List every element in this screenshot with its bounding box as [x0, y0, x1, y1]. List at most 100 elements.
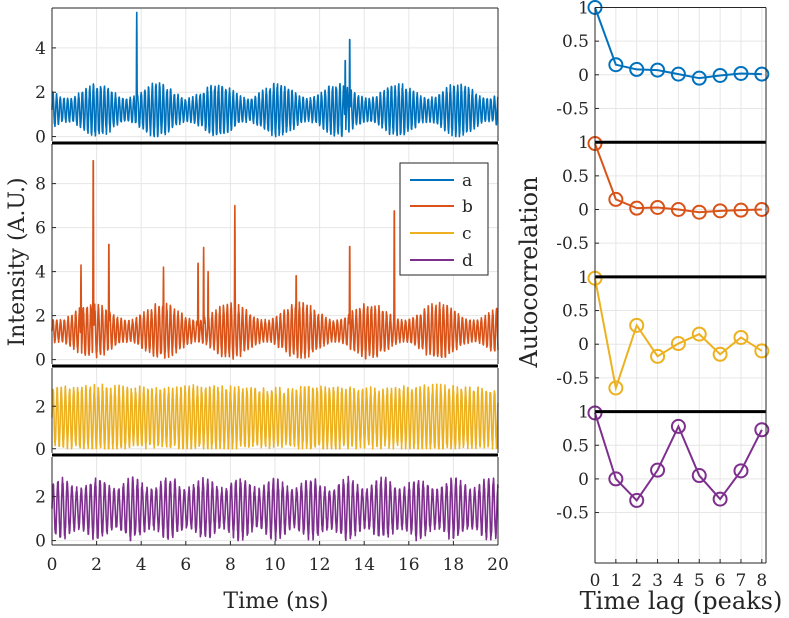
- left-ytick-label-d-1: 2: [35, 488, 46, 508]
- acf-point-b-4: [670, 202, 686, 217]
- left-xtick-label-2: 4: [136, 555, 147, 575]
- right-axes: [594, 7, 767, 564]
- right-xtick-label-3: 3: [652, 571, 663, 591]
- right-ylabel: Autocorrelation: [515, 176, 543, 368]
- right-xtick-label-8: 8: [756, 571, 767, 591]
- legend-label-b: b: [462, 197, 473, 217]
- acf-point-d-3: [650, 462, 666, 478]
- right-xtick-label-5: 5: [694, 571, 705, 591]
- acf-point-a-7: [733, 65, 749, 81]
- right-ytick-label-b-0: 1: [578, 133, 589, 153]
- trace-c: [51, 383, 499, 450]
- acf-point-d-5: [691, 468, 707, 484]
- right-ytick-label-d-1: 0.5: [562, 436, 589, 456]
- right-ytick-label-b-1: 0.5: [562, 167, 589, 187]
- acf-line-d: [594, 412, 763, 503]
- right-xtick-label-7: 7: [736, 571, 747, 591]
- left-xtick-label-6: 12: [309, 555, 331, 575]
- left-ytick-label-c-1: 2: [35, 397, 46, 417]
- acf-point-a-6: [712, 67, 728, 83]
- legend: a b c d: [399, 162, 489, 276]
- left-xtick-label-5: 10: [264, 555, 286, 575]
- left-ytick-label-a-2: 4: [35, 39, 46, 59]
- acf-point-a-5: [691, 70, 707, 86]
- right-ytick-label-c-2: 0: [578, 335, 589, 355]
- right-ytick-label-a-0: 1: [578, 0, 589, 19]
- acf-point-d-1: [608, 471, 624, 487]
- right-xlabel: Time lag (peaks): [580, 587, 783, 615]
- acf-point-d-2: [629, 492, 645, 508]
- right-ytick-label-d-3: -0.5: [556, 504, 589, 524]
- acf-point-c-2: [629, 317, 645, 333]
- left-ytick-label-a-0: 0: [35, 128, 46, 148]
- right-ticks: 10.50-0.510.50-0.510.50-0.510.50-0.50 1 2 3…: [556, 0, 767, 591]
- left-grid: [51, 8, 499, 545]
- acf-point-b-6: [712, 203, 728, 219]
- acf-point-c-1: [608, 380, 624, 396]
- acf-point-a-8: [754, 66, 770, 82]
- acf-point-a-4: [670, 66, 686, 82]
- legend-label-c: c: [462, 224, 472, 244]
- acf-point-c-8: [754, 343, 770, 359]
- left-xtick-label-0: 0: [47, 555, 58, 575]
- right-xtick-label-2: 2: [631, 571, 642, 591]
- left-xtick-label-3: 6: [180, 555, 191, 575]
- left-xtick-label-9: 18: [443, 555, 465, 575]
- legend-label-a: a: [462, 171, 472, 191]
- left-axes: [51, 7, 499, 546]
- acf-point-a-1: [608, 57, 624, 73]
- left-xtick-label-7: 14: [353, 555, 375, 575]
- acf-point-b-3: [650, 199, 666, 215]
- right-ytick-label-c-1: 0.5: [562, 302, 589, 322]
- left-traces: [51, 11, 499, 542]
- left-ylabel: Intensity (A.U.): [5, 177, 30, 346]
- trace-a: [51, 11, 499, 138]
- acf-point-c-3: [650, 348, 666, 364]
- acf-point-d-7: [733, 463, 749, 479]
- right-ytick-label-a-1: 0.5: [562, 32, 589, 52]
- trace-d: [51, 475, 499, 542]
- left-ytick-label-b-0: 0: [35, 351, 46, 371]
- left-xlabel: Time (ns): [223, 589, 328, 614]
- left-ytick-label-b-3: 6: [35, 219, 46, 239]
- left-ytick-label-b-4: 8: [35, 175, 46, 195]
- right-xtick-label-0: 0: [590, 571, 601, 591]
- acf-point-b-8: [754, 202, 770, 217]
- left-ytick-label-a-1: 2: [35, 83, 46, 103]
- right-ytick-label-d-2: 0: [578, 470, 589, 490]
- trace-b: [51, 159, 499, 360]
- left-ytick-label-d-0: 0: [35, 532, 46, 552]
- acf-point-a-2: [629, 61, 645, 77]
- acf-point-b-7: [733, 202, 749, 218]
- right-ytick-label-a-3: -0.5: [556, 99, 589, 119]
- right-xtick-label-4: 4: [673, 571, 684, 591]
- acf-point-c-6: [712, 346, 728, 362]
- left-ytick-label-b-1: 2: [35, 307, 46, 327]
- acf-point-c-7: [733, 329, 749, 345]
- right-ytick-label-c-0: 1: [578, 268, 589, 288]
- acf-point-d-6: [712, 491, 728, 507]
- right-ytick-label-d-0: 1: [578, 403, 589, 423]
- acf-point-b-5: [691, 204, 707, 220]
- right-xtick-label-1: 1: [610, 571, 621, 591]
- left-xtick-label-4: 8: [225, 555, 236, 575]
- acf-point-a-3: [650, 62, 666, 78]
- acf-point-b-2: [629, 200, 645, 216]
- left-ytick-label-b-2: 4: [35, 263, 46, 283]
- acf-point-d-4: [670, 418, 686, 434]
- right-ytick-label-a-2: 0: [578, 66, 589, 86]
- right-ytick-label-b-2: 0: [578, 201, 589, 221]
- acf-point-d-8: [754, 422, 770, 438]
- acf-line-c: [594, 278, 763, 392]
- left-xtick-label-8: 16: [398, 555, 420, 575]
- legend-label-d: d: [462, 251, 473, 271]
- right-ytick-label-b-3: -0.5: [556, 234, 589, 254]
- right-xtick-label-6: 6: [715, 571, 726, 591]
- left-xtick-label-1: 2: [91, 555, 102, 575]
- left-ytick-label-c-0: 0: [35, 440, 46, 460]
- acf-point-c-4: [670, 336, 686, 352]
- acf-point-b-1: [608, 191, 624, 207]
- legend-box: [399, 162, 489, 276]
